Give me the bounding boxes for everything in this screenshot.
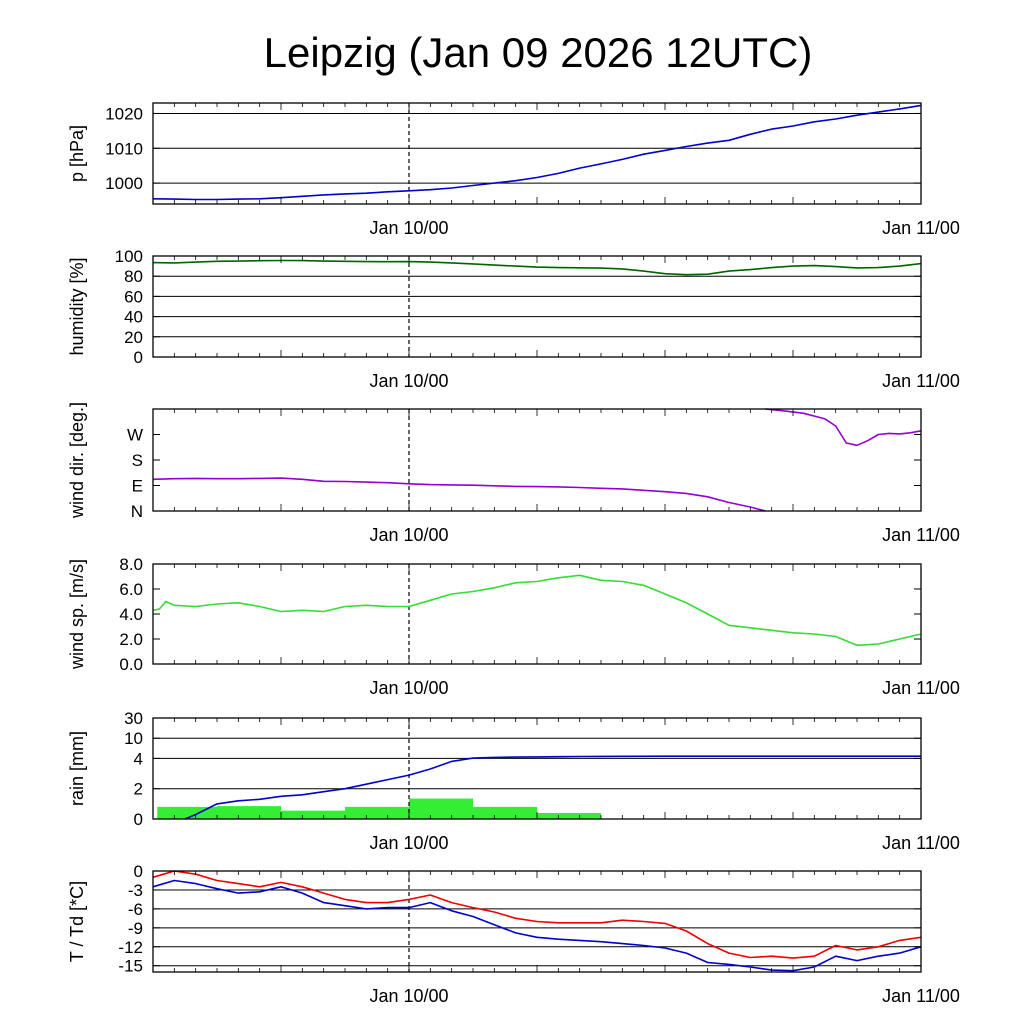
y-tick-label: E: [132, 477, 143, 496]
x-tick-label: Jan 10/00: [369, 986, 448, 1006]
y-tick-label: -6: [128, 900, 143, 919]
y-tick-label: S: [132, 451, 143, 470]
y-axis-label: p [hPa]: [67, 125, 87, 182]
panel-6: 0-3-6-9-12-15 Jan 10/00 Jan 11/00 T / Td [*…: [67, 862, 960, 1006]
y-tick-label: 4: [134, 749, 143, 768]
rain-bar: [537, 812, 601, 819]
rain-bar: [157, 806, 217, 819]
y-tick-label: W: [127, 426, 143, 445]
y-tick-label: 1000: [105, 174, 143, 193]
y-axis-label: humidity [%]: [67, 257, 87, 355]
x-tick-label: Jan 10/00: [369, 833, 448, 853]
y-tick-label: -3: [128, 881, 143, 900]
x-tick-label: Jan 11/00: [882, 525, 960, 545]
y-tick-label: -15: [118, 957, 143, 976]
y-tick-label: 100: [115, 247, 143, 266]
y-tick-label: 0: [134, 862, 143, 881]
x-tick-label: Jan 11/00: [882, 218, 960, 238]
y-axis-label: T / Td [*C]: [67, 881, 87, 962]
x-tick-label: Jan 11/00: [882, 986, 960, 1006]
y-axis-label: wind sp. [m/s]: [67, 559, 87, 670]
series-line-wind_speed: [152, 574, 922, 647]
x-tick-label: Jan 11/00: [882, 678, 960, 698]
panel-1: 1020 1010 1000 Jan 10/00 Jan 11/00 p [hPa]: [67, 102, 960, 238]
plot-frame: [152, 255, 922, 358]
chart-title: Leipzig (Jan 09 2026 12UTC): [264, 29, 813, 76]
x-tick-label: Jan 11/00: [882, 833, 960, 853]
y-tick-label: 0.0: [119, 655, 143, 674]
x-tick-label: Jan 10/00: [369, 218, 448, 238]
rain-bar: [345, 806, 409, 819]
y-tick-label: 6.0: [119, 580, 143, 599]
y-tick-label: 80: [124, 267, 143, 286]
series-line-pressure: [152, 104, 922, 201]
rain-bar: [281, 810, 345, 819]
plot-frame: [152, 717, 922, 820]
series-line-wind_dir: [765, 408, 922, 447]
plot-frame: [152, 102, 922, 205]
y-tick-label: 8.0: [119, 555, 143, 574]
y-tick-label: 20: [124, 328, 143, 347]
series-line-temperature: [152, 870, 922, 959]
rain-bar: [217, 806, 281, 819]
y-tick-label: 2: [134, 780, 143, 799]
x-tick-label: Jan 11/00: [882, 371, 960, 391]
y-tick-label: 10: [124, 729, 143, 748]
plot-frame: [152, 563, 922, 665]
x-tick-label: Jan 10/00: [369, 525, 448, 545]
rain-bar: [409, 798, 473, 819]
x-tick-label: Jan 10/00: [369, 678, 448, 698]
y-tick-label: 1010: [105, 139, 143, 158]
y-tick-label: 4.0: [119, 605, 143, 624]
series-line-wind_dir: [152, 477, 766, 512]
y-tick-label: -9: [128, 919, 143, 938]
rain-bar: [473, 806, 537, 819]
y-axis-label: wind dir. [deg.]: [67, 402, 87, 519]
y-tick-label: N: [131, 502, 143, 521]
y-tick-label: 1020: [105, 104, 143, 123]
y-tick-label: 2.0: [119, 630, 143, 649]
y-axis-label: rain [mm]: [67, 731, 87, 806]
plot-frame: [152, 408, 922, 512]
y-tick-label: 0: [134, 348, 143, 367]
y-tick-label: 0: [134, 810, 143, 829]
panel-4: 8.0 6.0 4.0 2.0 0.0 Jan 10/00 Jan 11/00 wind sp…: [67, 555, 960, 698]
x-tick-label: Jan 10/00: [369, 371, 448, 391]
y-tick-label: 40: [124, 308, 143, 327]
y-tick-label: 30: [124, 709, 143, 728]
series-line-rain_cum: [184, 755, 921, 820]
y-tick-label: 60: [124, 287, 143, 306]
y-tick-label: -12: [118, 938, 143, 957]
